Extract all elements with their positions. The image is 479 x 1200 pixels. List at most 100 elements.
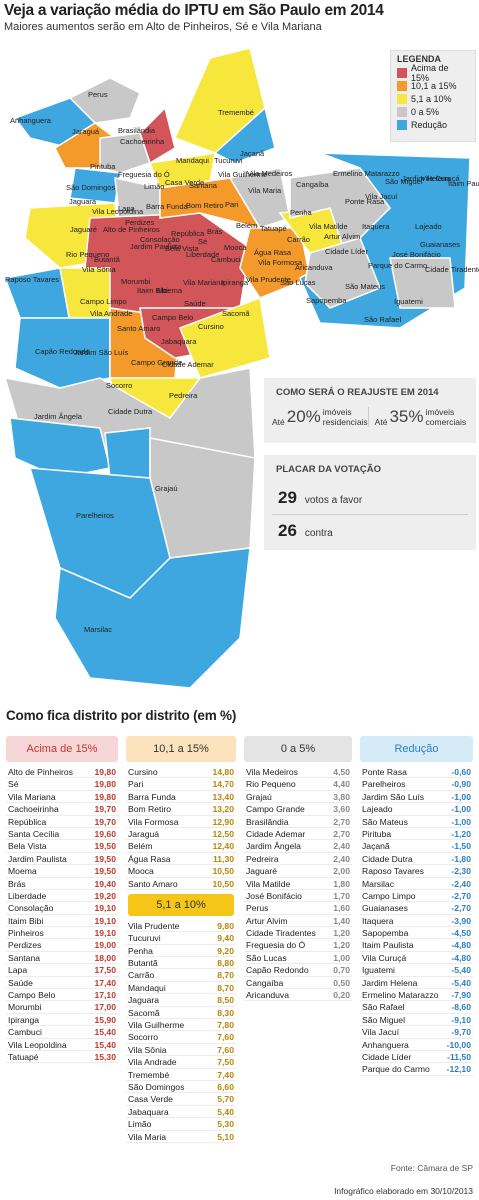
district-value: 4,50 (333, 767, 350, 777)
district-name: Jabaquara (128, 1106, 169, 1117)
map-label: Jabaquara (161, 337, 197, 346)
district-name: Cambuci (8, 1027, 42, 1038)
district-value: 19,50 (94, 853, 116, 864)
page-title: Veja a variação média do IPTU em São Pau… (4, 2, 384, 19)
district-value: 1,00 (333, 952, 350, 963)
map-label: Tucuruvi (214, 156, 243, 165)
map-label: República (171, 229, 205, 238)
district-name: Saúde (8, 977, 33, 988)
map-svg (3, 47, 471, 689)
table-row: República 19,70 (6, 816, 118, 828)
district-value: -5,40 (451, 965, 471, 976)
map-label: Vila Medeiros (247, 169, 293, 178)
map-label: Consolação (140, 235, 180, 244)
map-label: Itaquera (362, 222, 390, 231)
district-value: 9,20 (217, 945, 234, 956)
table-row: Vila Guilherme 7,80 (126, 1019, 236, 1032)
district-value: 17,50 (94, 965, 116, 976)
column-header: Redução (360, 736, 473, 762)
map-legend: LEGENDA Acima de 15% 10,1 a 15% 5,1 a 10… (390, 50, 476, 142)
district-name: Perus (246, 903, 269, 914)
table-row: Limão 5,30 (126, 1118, 236, 1131)
district-name: Campo Grande (246, 804, 305, 815)
map-label: Cidade Ademar (162, 360, 214, 369)
district-name: Ipiranga (8, 1014, 40, 1025)
district-value: -5,40 (451, 977, 471, 988)
district-name: Campo Limpo (362, 890, 416, 901)
district-value: 0,70 (333, 965, 350, 976)
region-marsilac (54, 547, 251, 689)
district-value: -2,40 (451, 878, 471, 889)
section-title: Como fica distrito por distrito (em %) (6, 708, 237, 723)
table-row: Grajaú 3,80 (244, 791, 352, 804)
district-value: -11,50 (447, 1051, 471, 1062)
legend-label: 10,1 a 15% (411, 80, 457, 91)
district-value: -2,30 (451, 866, 471, 877)
district-name: Itaim Bibi (8, 915, 44, 926)
table-row: São Miguel -9,10 (360, 1014, 473, 1027)
legend-swatch (397, 93, 407, 104)
map-label: Jardim Ângela (34, 412, 82, 421)
table-row: Freguesia do Ó 1,20 (244, 939, 352, 952)
district-value: 8,80 (217, 958, 234, 969)
district-value: 1,60 (333, 903, 350, 914)
district-name: Tatuapé (8, 1051, 39, 1062)
district-value: 7,80 (217, 1020, 234, 1031)
district-value: 12,90 (212, 816, 234, 827)
district-value: 17,10 (94, 990, 116, 1001)
table-row: Carrão 8,70 (126, 969, 236, 982)
map-label: Artur Alvim (324, 232, 361, 241)
district-value: 2,40 (333, 841, 350, 852)
table-row: Jaraguá 12,50 (126, 828, 236, 841)
column-0a5: 0 a 5% Vila Medeiros 4,50 Rio Pequeno 4,40 G… (244, 736, 352, 1002)
region-tiradentes (389, 257, 456, 309)
region-cachoeirinha (139, 106, 176, 165)
district-value: 19,40 (94, 878, 116, 889)
map-label: Tatuapé (260, 224, 287, 233)
district-name: Iguatemi (362, 965, 395, 976)
district-name: Perdizes (8, 940, 42, 951)
map-label: Freguesia do Ó (118, 170, 170, 179)
legend-swatch (397, 67, 407, 78)
table-row: José Bonifácio 1,70 (244, 890, 352, 903)
district-name: República (8, 816, 47, 827)
table-row: Mandaqui 8,70 (126, 982, 236, 995)
map-label: Cachoeirinha (120, 137, 165, 146)
district-name: Vila Formosa (128, 816, 179, 827)
district-name: Liberdade (8, 890, 47, 901)
district-value: -2,70 (451, 903, 471, 914)
district-name: Carrão (128, 970, 155, 981)
region-jacana (213, 106, 276, 164)
district-value: 14,80 (212, 767, 234, 777)
district-value: 19,10 (94, 928, 116, 939)
district-name: Consolação (8, 903, 54, 914)
column-header: 10,1 a 15% (126, 736, 236, 762)
placar-box: PLACAR DA VOTAÇÃO 29 votos a favor 26 cont… (264, 455, 476, 550)
map-label: Vila Formosa (258, 258, 303, 267)
district-name: Água Rasa (128, 853, 171, 864)
district-name: Jardim São Luís (362, 791, 425, 802)
district-name: Socorro (128, 1032, 159, 1043)
map-label: Liberdade (186, 250, 220, 259)
map-label: Bom Retiro (186, 201, 224, 210)
map-label: Casa Verde (165, 178, 205, 187)
table-row: Artur Alvim 1,40 (244, 915, 352, 928)
district-name: Cidade Líder (362, 1051, 412, 1062)
district-value: 13,40 (212, 791, 234, 802)
map-label: Alto de Pinheiros (103, 225, 160, 234)
district-name: Cursino (128, 767, 158, 777)
map-label: Jardim São Luís (74, 348, 129, 357)
map-label: Bela Vista (165, 244, 199, 253)
district-name: Cidade Ademar (246, 828, 306, 839)
district-value: 3,80 (333, 791, 350, 802)
district-name: Artur Alvim (246, 915, 288, 926)
district-value: 12,50 (212, 828, 234, 839)
map-label: Vila Andrade (90, 309, 133, 318)
map-label: Jardim Paulista (130, 242, 182, 251)
district-name: José Bonifácio (246, 890, 302, 901)
table-row: Sapopemba -4,50 (360, 927, 473, 940)
legend-item: 5,1 a 10% (397, 93, 469, 104)
table-row: Jaçanã -1,50 (360, 840, 473, 853)
map-label: Vila Matilde (309, 222, 348, 231)
map-label: Belém (236, 221, 258, 230)
